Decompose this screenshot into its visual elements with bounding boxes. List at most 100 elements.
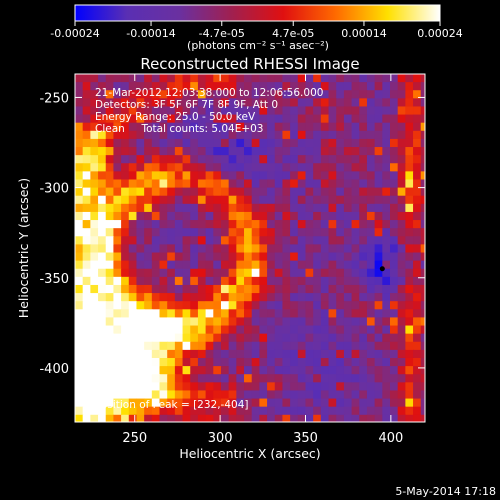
heatmap-cell (236, 82, 245, 91)
heatmap-cell (290, 366, 299, 375)
heatmap-cell (420, 74, 425, 83)
heatmap-cell (413, 374, 422, 383)
heatmap-cell (75, 98, 84, 108)
heatmap-cell (82, 390, 91, 400)
heatmap-cell (236, 309, 245, 319)
heatmap-cell (359, 374, 368, 383)
heatmap-cell (121, 398, 130, 408)
heatmap-cell (98, 333, 107, 343)
heatmap-cell (420, 252, 425, 262)
heatmap-cell (213, 325, 222, 335)
heatmap-cell (213, 98, 222, 108)
heatmap-cell (351, 228, 360, 237)
heatmap-cell (90, 382, 99, 392)
heatmap-cell (167, 325, 176, 335)
heatmap-cell (167, 147, 176, 156)
heatmap-cell (128, 187, 138, 197)
heatmap-cell (197, 414, 207, 422)
heatmap-cell (413, 228, 422, 237)
heatmap-cell (98, 366, 107, 375)
heatmap-cell (75, 155, 84, 164)
heatmap-cell (282, 244, 291, 254)
heatmap-cell (128, 236, 138, 245)
heatmap-cell (305, 357, 314, 367)
heatmap-cell (420, 374, 425, 383)
heatmap-cell (190, 309, 199, 319)
heatmap-cell (159, 406, 168, 416)
heatmap-cell (121, 276, 130, 286)
heatmap-cell (105, 147, 115, 156)
heatmap-cell (251, 228, 260, 237)
heatmap-cell (382, 114, 391, 124)
heatmap-cell (136, 357, 145, 367)
heatmap-cell (105, 284, 115, 294)
heatmap-cell (251, 276, 260, 286)
heatmap-cell (413, 260, 422, 270)
heatmap-cell (159, 382, 168, 392)
heatmap-cell (328, 349, 337, 359)
heatmap-cell (90, 260, 99, 270)
heatmap-cell (420, 228, 425, 237)
heatmap-cell (220, 171, 230, 181)
heatmap-cell (382, 333, 391, 343)
heatmap-cell (121, 130, 130, 140)
heatmap-cell (121, 268, 130, 278)
heatmap-cell (236, 90, 245, 99)
heatmap-cell (136, 211, 145, 221)
heatmap-cell (90, 414, 99, 422)
heatmap-cell (320, 276, 330, 286)
heatmap-cell (290, 268, 299, 278)
heatmap-cell (98, 195, 107, 205)
heatmap-cell (82, 325, 91, 335)
heatmap-cell (382, 341, 391, 351)
heatmap-cell (420, 171, 425, 181)
heatmap-cell (159, 374, 168, 383)
heatmap-cell (343, 211, 353, 221)
heatmap-cell (359, 203, 368, 213)
heatmap-cell (197, 179, 207, 189)
heatmap-cell (236, 155, 245, 164)
heatmap-cell (113, 268, 122, 278)
heatmap-cell (113, 341, 122, 351)
heatmap-cell (251, 390, 260, 400)
heatmap-cell (136, 220, 145, 229)
heatmap-cell (328, 155, 337, 164)
heatmap-cell (397, 74, 406, 83)
heatmap-cell (136, 333, 145, 343)
heatmap-cell (236, 414, 245, 422)
heatmap-cell (374, 309, 383, 319)
heatmap-cell (228, 366, 237, 375)
heatmap-cell (267, 268, 276, 278)
heatmap-cell (167, 179, 176, 189)
heatmap-cell (374, 130, 383, 140)
heatmap-cell (413, 325, 422, 335)
heatmap-cell (167, 366, 176, 375)
heatmap-cell (167, 374, 176, 383)
heatmap-cell (213, 90, 222, 99)
heatmap-cell (305, 106, 314, 116)
heatmap-cell (98, 276, 107, 286)
heatmap-cell (236, 171, 245, 181)
heatmap-cell (351, 74, 360, 83)
heatmap-cell (251, 374, 260, 383)
annotation-energy-range: Energy Range: 25.0 - 50.0 keV (95, 111, 256, 123)
heatmap-cell (236, 276, 245, 286)
heatmap-cell (82, 195, 91, 205)
heatmap-cell (413, 293, 422, 302)
heatmap-cell (167, 390, 176, 400)
heatmap-cell (336, 309, 345, 319)
heatmap-cell (159, 236, 168, 245)
heatmap-cell (105, 325, 115, 335)
heatmap-cell (336, 228, 345, 237)
heatmap-cell (320, 317, 330, 327)
heatmap-cell (382, 414, 391, 422)
heatmap-cell (113, 333, 122, 343)
heatmap-cell (397, 390, 406, 400)
heatmap-cell (397, 374, 406, 383)
heatmap-cell (128, 284, 138, 294)
heatmap-cell (128, 220, 138, 229)
heatmap-cell (359, 406, 368, 416)
heatmap-cell (205, 268, 214, 278)
heatmap-cell (105, 317, 115, 327)
heatmap-cell (251, 284, 260, 294)
